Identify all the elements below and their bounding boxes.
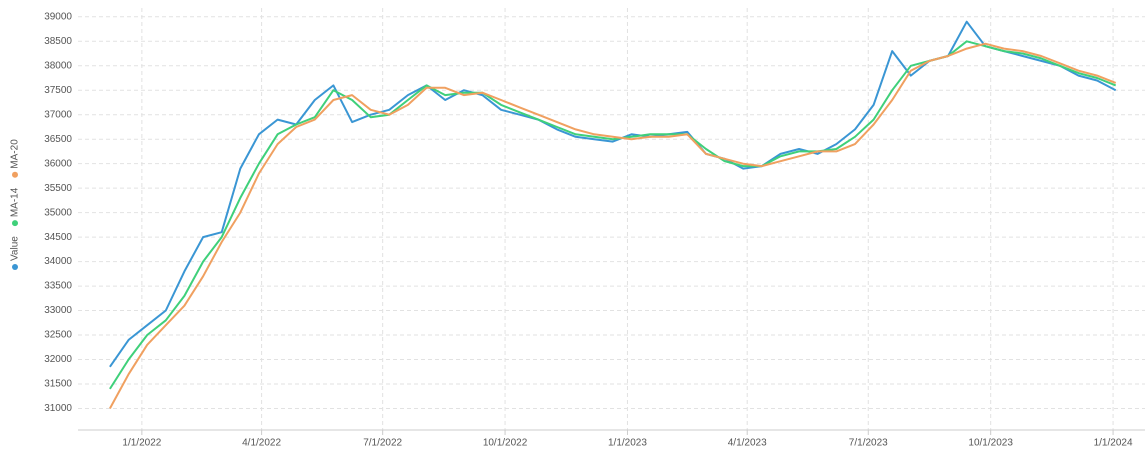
y-tick-label: 31500 (44, 379, 72, 390)
legend-label: MA-20 (10, 139, 21, 169)
y-tick-label: 38000 (44, 60, 72, 71)
y-tick-label: 35500 (44, 183, 72, 194)
y-tick-label: 39000 (44, 11, 72, 22)
series-line (109, 40, 1117, 390)
y-tick-label: 38500 (44, 36, 72, 47)
y-tick-label: 35000 (44, 207, 72, 218)
legend-marker (12, 171, 18, 178)
y-tick-label: 37000 (44, 109, 72, 120)
series-line (109, 20, 1117, 368)
y-tick-label: 33500 (44, 281, 72, 292)
y-tick-label: 32500 (44, 330, 72, 341)
y-tick-label: 37500 (44, 85, 72, 96)
y-tick-label: 33000 (44, 305, 72, 316)
x-tick-label: 7/1/2022 (363, 438, 402, 449)
legend-marker (12, 264, 18, 270)
x-tick-label: 4/1/2023 (728, 438, 767, 449)
y-tick-label: 36000 (44, 158, 72, 169)
y-tick-label: 32000 (44, 354, 72, 365)
y-tick-label: 36500 (44, 134, 72, 145)
y-tick-label: 34000 (44, 256, 72, 267)
x-tick-label: 10/1/2022 (483, 438, 528, 449)
x-tick-label: 1/1/2023 (608, 438, 647, 449)
x-tick-label: 1/1/2024 (1094, 438, 1133, 449)
series-line (109, 42, 1117, 409)
x-tick-label: 10/1/2023 (968, 438, 1013, 449)
legend-marker (12, 220, 18, 227)
x-tick-label: 7/1/2023 (849, 438, 888, 449)
legend: Value MA-14 MA-20 (10, 139, 21, 270)
y-tick-label: 34500 (44, 232, 72, 243)
x-tick-label: 4/1/2022 (242, 438, 281, 449)
legend-label: Value (10, 236, 21, 261)
x-tick-label: 1/1/2022 (122, 438, 161, 449)
legend-label: MA-14 (10, 187, 21, 217)
y-tick-label: 31000 (44, 403, 72, 414)
